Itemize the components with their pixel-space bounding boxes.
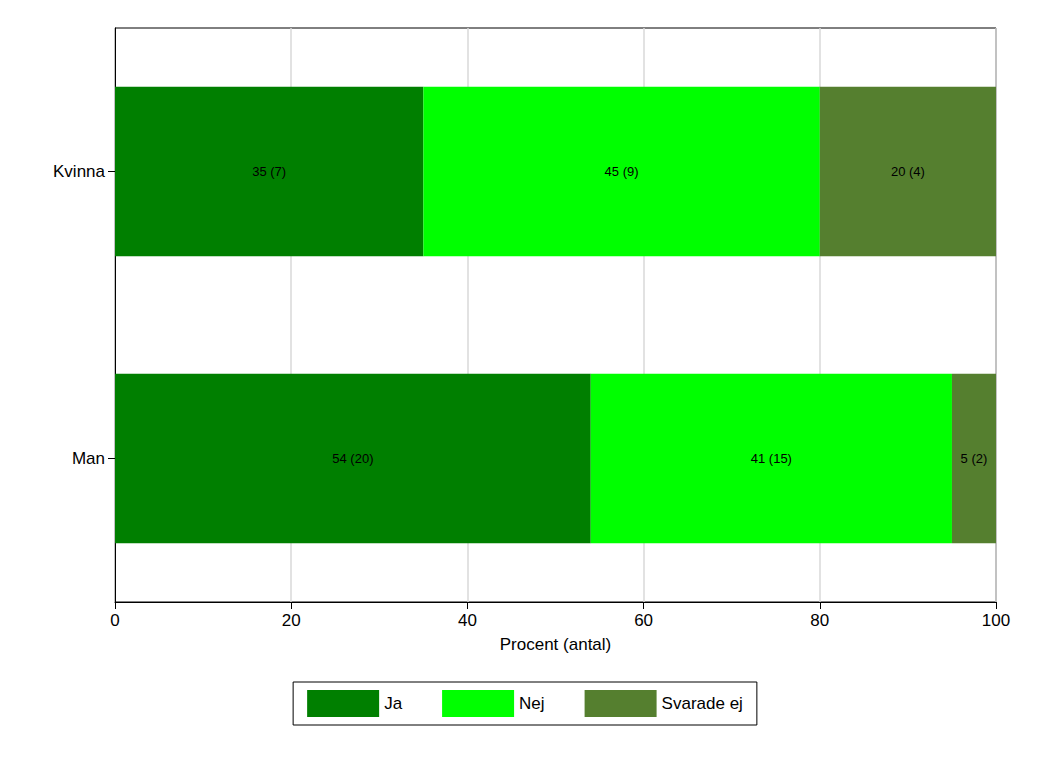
svg-text:35 (7): 35 (7) (252, 164, 286, 179)
svg-text:41 (15): 41 (15) (751, 451, 792, 466)
svg-text:80: 80 (810, 611, 829, 630)
svg-text:Procent (antal): Procent (antal) (500, 635, 612, 654)
svg-text:Man: Man (72, 449, 105, 468)
svg-text:60: 60 (634, 611, 653, 630)
svg-text:100: 100 (982, 611, 1010, 630)
svg-text:Svarade ej: Svarade ej (662, 694, 743, 713)
svg-text:20 (4): 20 (4) (891, 164, 925, 179)
svg-text:Ja: Ja (384, 694, 403, 713)
svg-text:54 (20): 54 (20) (332, 451, 373, 466)
svg-text:Nej: Nej (519, 694, 545, 713)
svg-text:40: 40 (458, 611, 477, 630)
svg-text:20: 20 (282, 611, 301, 630)
svg-text:5 (2): 5 (2) (961, 451, 988, 466)
svg-text:45 (9): 45 (9) (605, 164, 639, 179)
svg-text:0: 0 (110, 611, 119, 630)
svg-text:Kvinna: Kvinna (53, 162, 106, 181)
